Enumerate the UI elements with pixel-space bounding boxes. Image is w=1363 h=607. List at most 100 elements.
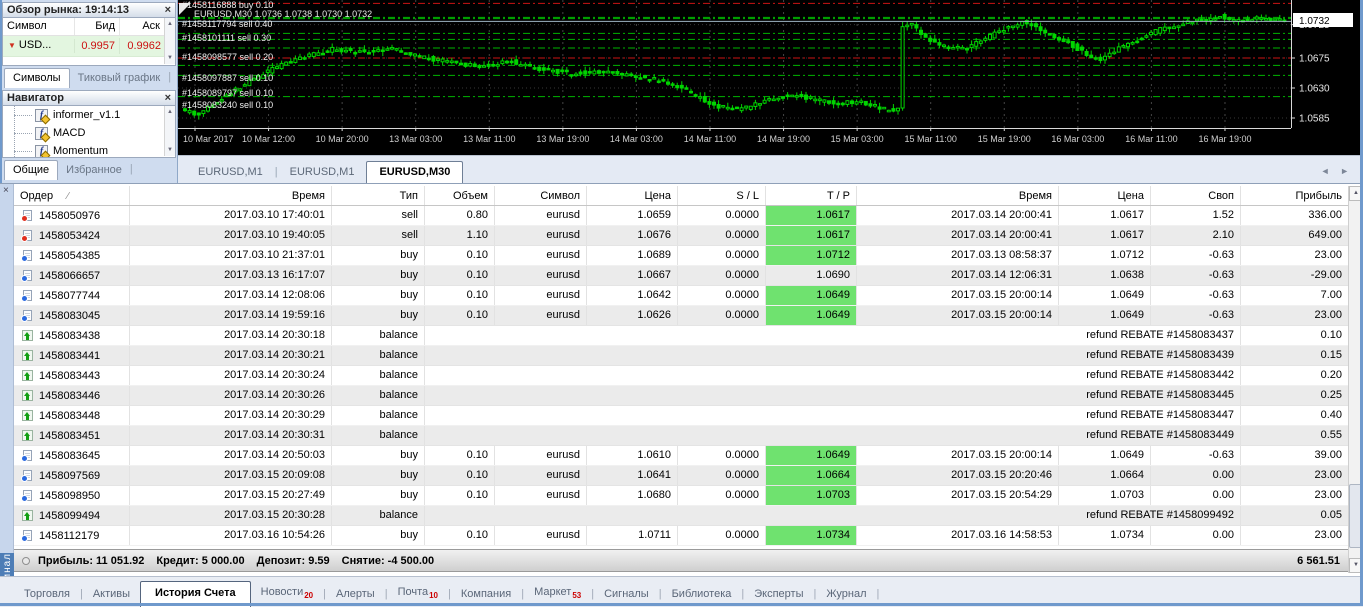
table-cell: balance	[332, 426, 425, 445]
sell-order-icon	[23, 210, 32, 221]
navigator-tab-1[interactable]: Общие	[4, 160, 58, 180]
column-header[interactable]: Цена	[587, 186, 678, 205]
table-cell: 1.0690	[766, 266, 857, 285]
table-cell: 0.25	[1241, 386, 1348, 405]
quote-row[interactable]: ▼USD...0.99570.9962	[3, 36, 175, 57]
scroll-down-icon[interactable]: ▼	[165, 145, 175, 155]
table-cell: buy	[332, 526, 425, 545]
table-cell: 1.0664	[1059, 466, 1151, 485]
price-chart[interactable]: 1.07251.06751.06301.05851.073210 Mar 201…	[178, 0, 1363, 155]
column-header[interactable]: Бид	[75, 18, 120, 35]
close-icon[interactable]: ×	[3, 186, 9, 195]
close-icon[interactable]: ×	[165, 94, 171, 103]
column-header[interactable]: Прибыль	[1241, 186, 1348, 205]
column-header[interactable]: Своп	[1151, 186, 1241, 205]
table-row[interactable]: 14580975692017.03.15 20:09:08buy0.10euru…	[14, 466, 1348, 486]
table-cell: 2017.03.10 21:37:01	[130, 246, 332, 265]
table-cell: 649.00	[1241, 226, 1348, 245]
table-cell: eurusd	[495, 286, 587, 305]
close-icon[interactable]: ×	[165, 6, 171, 15]
svg-text:1.0630: 1.0630	[1299, 84, 1330, 95]
svg-text:#1458083240 sell 0.10: #1458083240 sell 0.10	[182, 100, 273, 110]
indicator-icon: f	[35, 145, 48, 158]
table-cell: 0.10	[425, 306, 495, 325]
table-cell: eurusd	[495, 226, 587, 245]
table-row[interactable]: 14580834482017.03.14 20:30:29balancerefu…	[14, 406, 1348, 426]
table-cell: 0.10	[425, 246, 495, 265]
navigator-item[interactable]: fMomentum	[3, 142, 175, 158]
table-cell: balance	[332, 386, 425, 405]
table-cell: 2017.03.14 20:30:24	[130, 366, 332, 385]
scroll-down-icon[interactable]: ▼	[165, 53, 175, 63]
table-cell: 7.00	[1241, 286, 1348, 305]
table-row[interactable]: 14581121792017.03.16 10:54:26buy0.10euru…	[14, 526, 1348, 546]
table-cell: 23.00	[1241, 526, 1348, 545]
table-row[interactable]: 14580834432017.03.14 20:30:24balancerefu…	[14, 366, 1348, 386]
table-row[interactable]: 14580666572017.03.13 16:17:07buy0.10euru…	[14, 266, 1348, 286]
table-cell: 1.52	[1151, 206, 1241, 225]
table-cell: 0.0000	[678, 286, 766, 305]
comment-cell: refund REBATE #1458083445	[425, 386, 1241, 405]
table-cell: 2017.03.15 20:30:28	[130, 506, 332, 525]
table-row[interactable]: 14580834462017.03.14 20:30:26balancerefu…	[14, 386, 1348, 406]
terminal-tab-label: Активы	[93, 588, 130, 600]
column-header[interactable]: Тип	[332, 186, 425, 205]
symbol-name: USD...	[19, 39, 51, 51]
order-cell: 1458112179	[14, 526, 130, 545]
order-number: 1458050976	[39, 210, 100, 222]
svg-text:1.0675: 1.0675	[1299, 54, 1330, 65]
column-header[interactable]: Ордер∕	[14, 186, 130, 205]
table-cell: 2017.03.14 20:00:41	[857, 226, 1059, 245]
table-row[interactable]: 14580534242017.03.10 19:40:05sell1.10eur…	[14, 226, 1348, 246]
column-header[interactable]: Объем	[425, 186, 495, 205]
table-row[interactable]: 14580994942017.03.15 20:30:28balancerefu…	[14, 506, 1348, 526]
scroll-up-icon[interactable]: ▲	[165, 19, 175, 29]
table-row[interactable]: 14580509762017.03.10 17:40:01sell0.80eur…	[14, 206, 1348, 226]
table-cell: 2017.03.16 10:54:26	[130, 526, 332, 545]
market-watch-tab-2[interactable]: Тиковый график	[70, 69, 169, 88]
table-row[interactable]: 14580543852017.03.10 21:37:01buy0.10euru…	[14, 246, 1348, 266]
table-cell: balance	[332, 406, 425, 425]
column-header[interactable]: Аск	[120, 18, 165, 35]
table-cell: balance	[332, 366, 425, 385]
chart-tab-1[interactable]: EURUSD,M1	[186, 162, 275, 183]
navigator-tab-2[interactable]: Избранное	[58, 161, 130, 180]
column-header[interactable]: S / L	[678, 186, 766, 205]
left-panel-column: Обзор рынка: 19:14:13 × СимволБидАск▼USD…	[0, 0, 178, 183]
table-row[interactable]: 14580989502017.03.15 20:27:49buy0.10euru…	[14, 486, 1348, 506]
tab-scroll-arrows-icon[interactable]: ◄ ►	[1311, 166, 1363, 183]
navigator-item[interactable]: finformer_v1.1	[3, 106, 175, 124]
table-cell: balance	[332, 506, 425, 525]
table-row[interactable]: 14580830452017.03.14 19:59:16buy0.10euru…	[14, 306, 1348, 326]
table-cell: 2017.03.13 08:58:37	[857, 246, 1059, 265]
scroll-up-icon[interactable]: ▲	[165, 107, 175, 117]
svg-text:EURUSD,M30 1.0736 1.0738 1.073: EURUSD,M30 1.0736 1.0738 1.0730 1.0732	[194, 9, 372, 19]
column-header[interactable]: Цена	[1059, 186, 1151, 205]
navigator-scrollbar[interactable]: ▲▼	[164, 106, 175, 156]
column-header[interactable]: Символ	[3, 18, 75, 35]
navigator-item[interactable]: fMACD	[3, 124, 175, 142]
table-cell: 0.0000	[678, 226, 766, 245]
table-cell: sell	[332, 226, 425, 245]
column-header[interactable]: Время	[130, 186, 332, 205]
table-row[interactable]: 14580777442017.03.14 12:08:06buy0.10euru…	[14, 286, 1348, 306]
svg-text:16 Mar 11:00: 16 Mar 11:00	[1125, 134, 1177, 144]
chart-tab-3[interactable]: EURUSD,M30	[366, 161, 463, 183]
terminal-tab-label: Библиотека	[672, 588, 732, 600]
table-row[interactable]: 14580834382017.03.14 20:30:18balancerefu…	[14, 326, 1348, 346]
candlestick-chart[interactable]: 1.07251.06751.06301.05851.073210 Mar 201…	[178, 0, 1363, 155]
table-row[interactable]: 14580836452017.03.14 20:50:03buy0.10euru…	[14, 446, 1348, 466]
market-watch-scrollbar[interactable]: ▲▼	[164, 18, 175, 64]
chart-tab-2[interactable]: EURUSD,M1	[278, 162, 367, 183]
table-row[interactable]: 14580834412017.03.14 20:30:21balancerefu…	[14, 346, 1348, 366]
column-header[interactable]: Время	[857, 186, 1059, 205]
column-header[interactable]: T / P	[766, 186, 857, 205]
table-row[interactable]: 14580834512017.03.14 20:30:31balancerefu…	[14, 426, 1348, 446]
column-header[interactable]: Символ	[495, 186, 587, 205]
symbol-down-arrow-icon: ▼	[8, 41, 16, 50]
order-number: 1458066657	[39, 270, 100, 282]
market-watch-tab-1[interactable]: Символы	[4, 68, 70, 88]
order-cell: 1458077744	[14, 286, 130, 305]
table-cell: 23.00	[1241, 486, 1348, 505]
window-border-left	[0, 0, 2, 183]
